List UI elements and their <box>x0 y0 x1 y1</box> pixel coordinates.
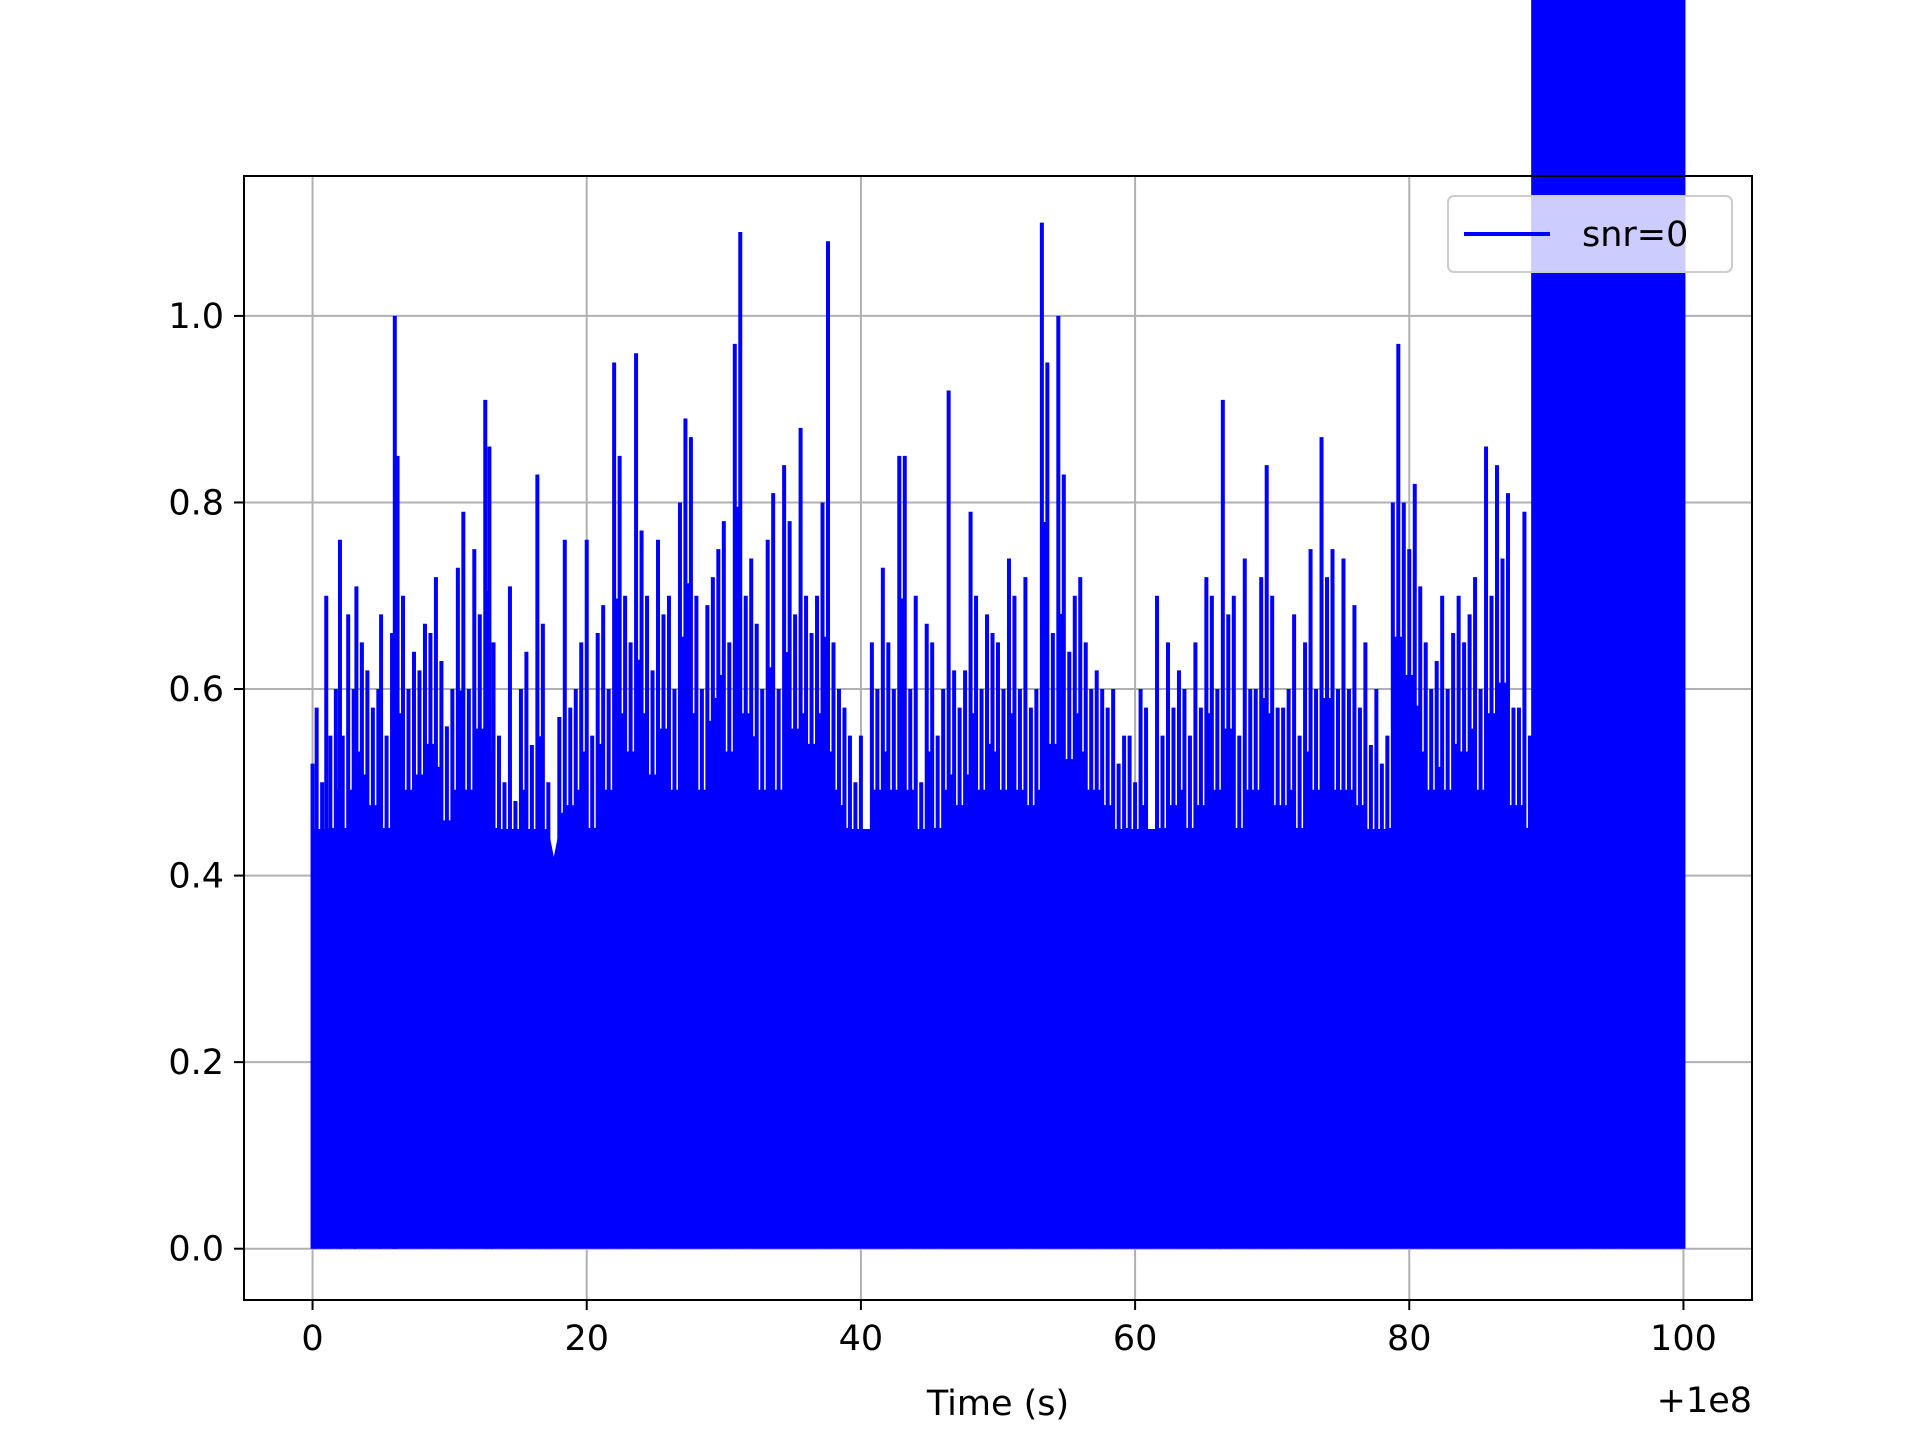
x-tick-label-3: 60 <box>1113 1319 1158 1359</box>
y-tick-label-3: 0.6 <box>168 670 224 710</box>
y-tick-label-5: 1.0 <box>168 297 224 337</box>
x-axis-label: Time (s) <box>926 1384 1069 1424</box>
x-tick-label-0: 0 <box>301 1319 323 1359</box>
y-tick-label-0: 0.0 <box>168 1230 224 1270</box>
legend: snr=0 <box>1447 195 1733 273</box>
y-tick-label-4: 0.8 <box>168 483 224 523</box>
x-tick-label-5: 100 <box>1650 1319 1717 1359</box>
x-tick-label-4: 80 <box>1387 1319 1432 1359</box>
y-tick-label-1: 0.2 <box>168 1043 224 1083</box>
legend-box <box>1447 195 1733 273</box>
data-layer <box>310 0 1686 1249</box>
ticks: 0 20 40 60 80 100 0.0 0.2 0.4 0.6 0.8 1.0 <box>168 297 1717 1359</box>
legend-label-snr-0: snr=0 <box>1582 215 1688 255</box>
plot-frame <box>243 175 1753 1301</box>
x-axis-offset-label: +1e8 <box>1657 1381 1752 1421</box>
x-tick-label-1: 20 <box>564 1319 609 1359</box>
x-tick-label-2: 40 <box>839 1319 884 1359</box>
y-tick-label-2: 0.4 <box>168 857 224 897</box>
